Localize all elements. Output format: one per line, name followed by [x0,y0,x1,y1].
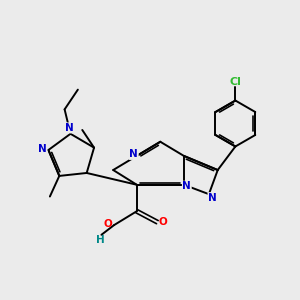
Text: Cl: Cl [230,77,241,87]
Text: N: N [38,143,47,154]
Text: O: O [103,219,112,229]
Text: O: O [159,217,168,226]
Text: N: N [129,149,138,159]
Text: H: H [97,235,105,245]
Text: N: N [65,123,74,133]
Text: N: N [208,193,217,203]
Text: N: N [182,181,191,191]
